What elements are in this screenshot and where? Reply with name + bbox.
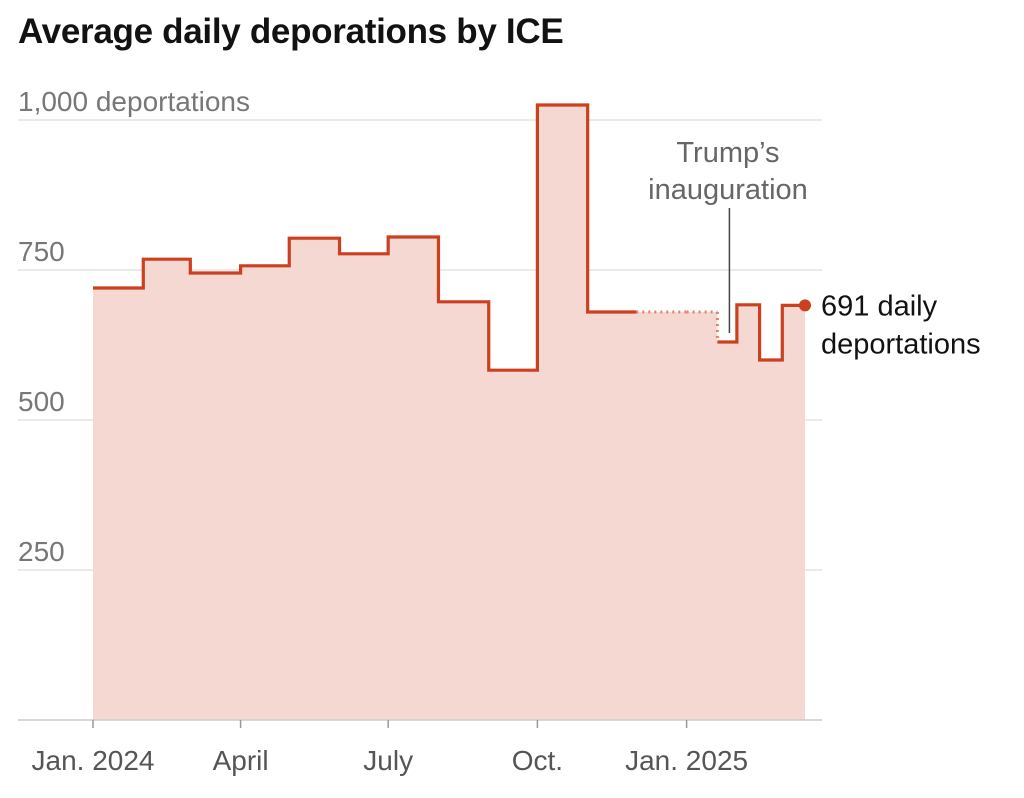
- y-tick-label: 1,000 deportations: [18, 86, 250, 117]
- annotation-layer: Trump’s inauguration: [648, 137, 808, 333]
- x-tick-label: July: [363, 745, 413, 776]
- annotation-text-line: Trump’s: [676, 137, 779, 169]
- label-layer: 1,000 deportations 750 500 250 Jan. 2024 Apri…: [18, 86, 981, 776]
- end-label-line-2: deportations: [821, 328, 981, 360]
- y-tick-label: 500: [18, 386, 65, 417]
- y-tick-label: 750: [18, 236, 65, 267]
- annotation-text-line: inauguration: [648, 174, 808, 206]
- dotted-gap-line: [636, 310, 719, 342]
- area-fill: [93, 105, 805, 720]
- axis-layer: [18, 719, 822, 728]
- series-line: [93, 103, 805, 372]
- y-tick-label: 250: [18, 536, 65, 567]
- chart-title: Average daily deporations by ICE: [18, 12, 564, 51]
- x-tick-label: Jan. 2024: [32, 745, 155, 776]
- end-label-line-1: 691 daily: [821, 290, 938, 322]
- x-tick-label: April: [213, 745, 269, 776]
- x-tick-label: Jan. 2025: [625, 745, 748, 776]
- line-layer: [93, 103, 811, 372]
- end-point-dot: [799, 299, 811, 312]
- area-layer: [93, 105, 805, 720]
- x-tick-label: Oct.: [512, 745, 563, 776]
